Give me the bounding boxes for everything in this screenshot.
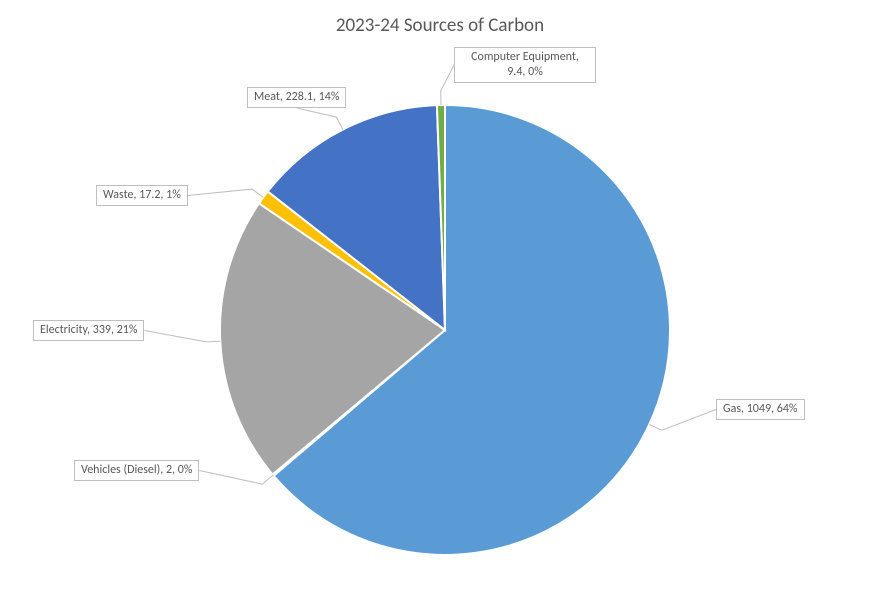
label-gas: Gas, 1049, 64% (716, 399, 805, 420)
leader-line (199, 471, 273, 485)
leader-line (297, 108, 343, 130)
label-electricity: Electricity, 339, 21% (33, 320, 144, 341)
leader-line (441, 65, 454, 105)
label-computer-equipment: Computer Equipment, 9.4, 0% (454, 47, 596, 83)
leader-line (649, 410, 716, 431)
leader-line (188, 189, 263, 197)
pie-chart (0, 0, 880, 593)
leader-line (144, 331, 220, 342)
label-vehicles-diesel: Vehicles (Diesel), 2, 0% (74, 460, 199, 481)
label-waste: Waste, 17.2, 1% (96, 185, 188, 206)
label-meat: Meat, 228.1, 14% (247, 87, 346, 108)
